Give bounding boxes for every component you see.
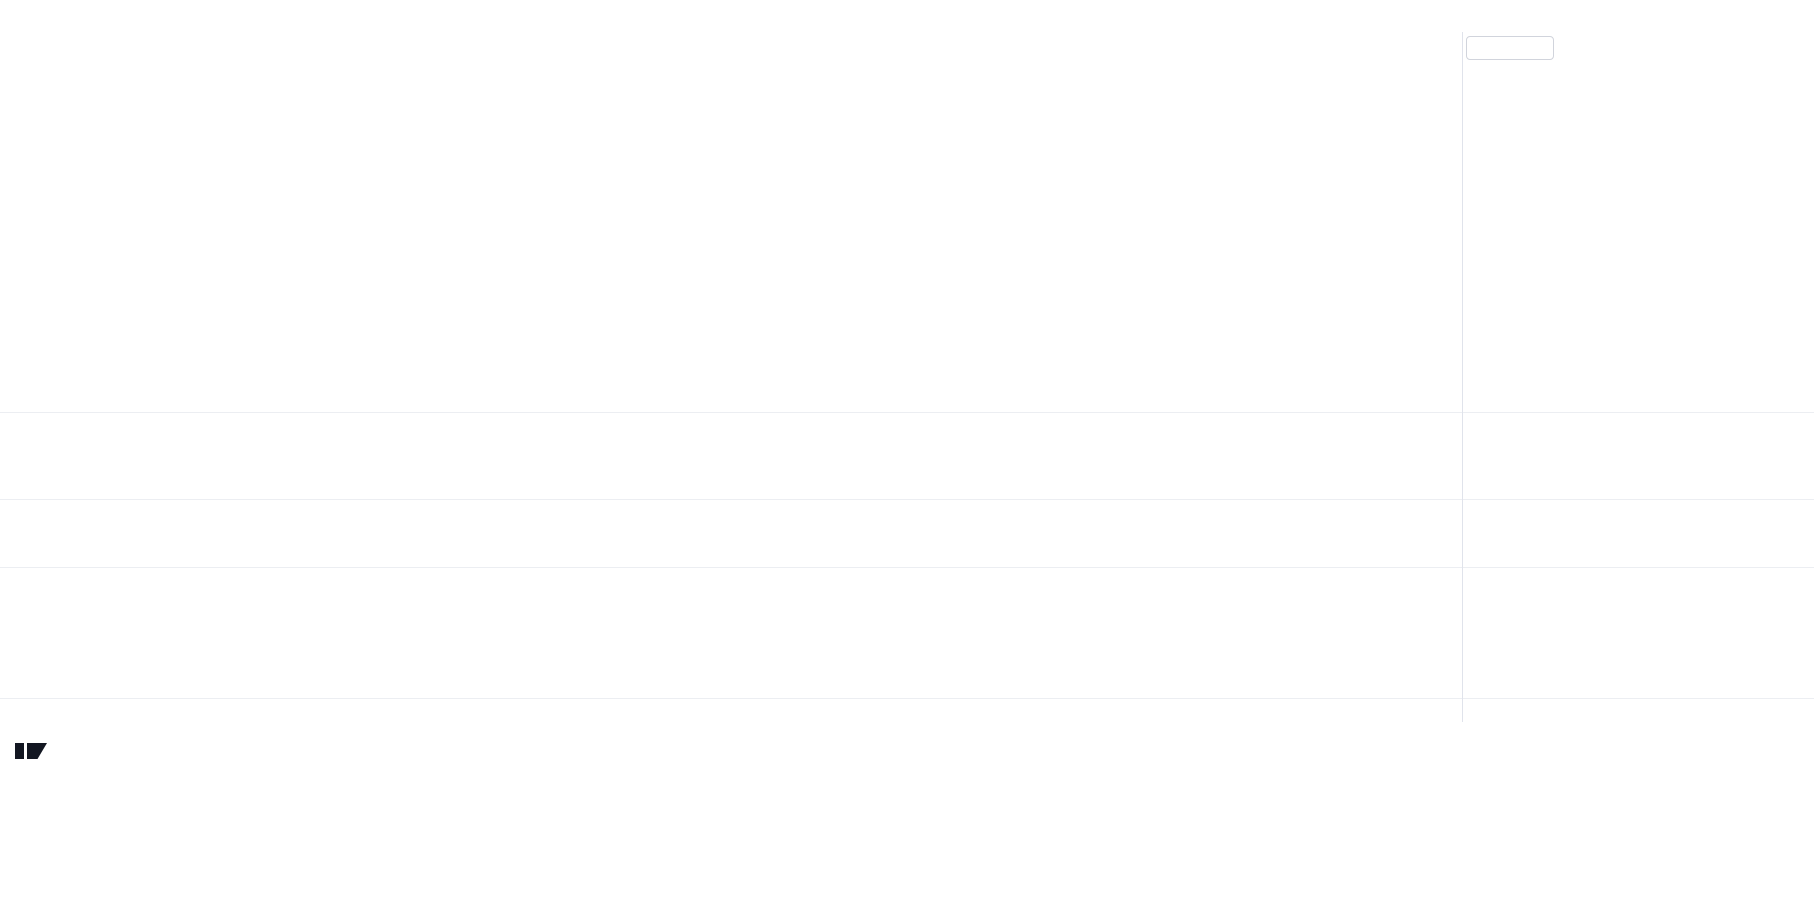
pane-separator-timeaxis (0, 698, 1814, 699)
tradingview-logo[interactable] (14, 738, 57, 764)
tradingview-logo-icon (15, 743, 47, 759)
price-axis-separator (1462, 32, 1463, 722)
pane-separator-macd (0, 499, 1814, 500)
currency-box[interactable] (1466, 36, 1554, 60)
time-axis[interactable] (0, 698, 1462, 724)
price-axis[interactable] (1462, 0, 1814, 915)
pane-separator-volume (0, 412, 1814, 413)
pane-separator-rsi (0, 567, 1814, 568)
